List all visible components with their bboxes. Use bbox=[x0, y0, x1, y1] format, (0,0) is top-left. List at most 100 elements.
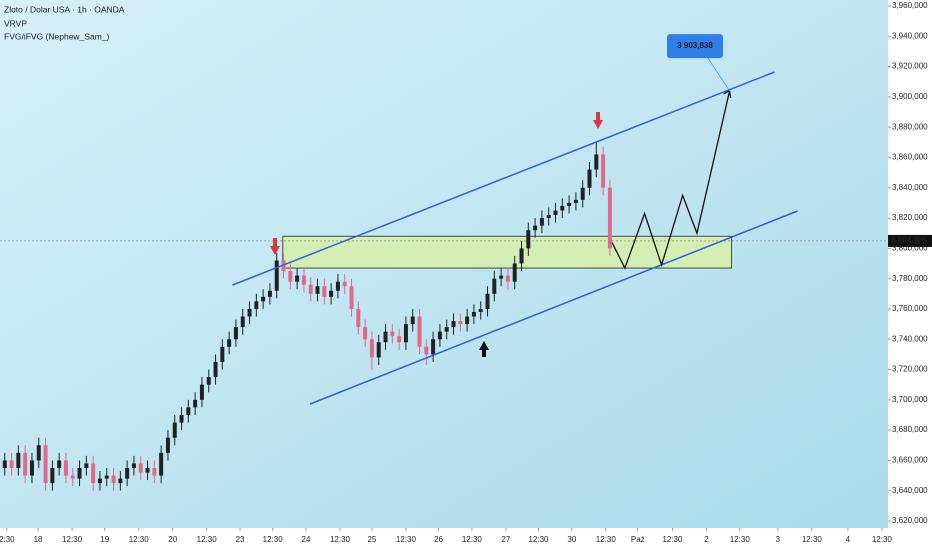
candle-body bbox=[288, 271, 293, 282]
x-tick-label: 25 bbox=[367, 535, 376, 544]
candle-body bbox=[505, 275, 510, 282]
x-tick-label: 12:30 bbox=[330, 535, 351, 544]
candle-body bbox=[410, 316, 415, 325]
candle-body bbox=[601, 154, 606, 188]
candle-body bbox=[424, 346, 429, 355]
candle-body bbox=[363, 327, 368, 340]
x-tick-label: Paź bbox=[631, 535, 645, 544]
candle-body bbox=[417, 316, 422, 347]
candle-body bbox=[125, 467, 130, 479]
candle-body bbox=[111, 475, 116, 484]
candle-body bbox=[63, 460, 68, 476]
y-tick-label: 3,800,000 bbox=[892, 243, 928, 252]
channel-line bbox=[309, 210, 798, 405]
x-tick-label: 12:30 bbox=[462, 535, 483, 544]
x-tick-label: 4 bbox=[846, 535, 851, 544]
legend: Zloto / Dolar USA · 1h · OANDA VRVP FVG/… bbox=[4, 4, 125, 41]
x-tick-label: 30 bbox=[567, 535, 576, 544]
x-tick-label: 3 bbox=[776, 535, 781, 544]
projection-path bbox=[611, 90, 731, 270]
x-tick-label: 12:30 bbox=[62, 535, 83, 544]
candle-body bbox=[342, 281, 347, 287]
channel-line bbox=[232, 71, 775, 286]
candle-body bbox=[36, 445, 41, 461]
candle-body bbox=[444, 327, 449, 332]
target-box bbox=[667, 34, 723, 59]
down-arrow bbox=[270, 238, 280, 255]
x-tick-label: 12:30 bbox=[596, 535, 617, 544]
candle-body bbox=[274, 260, 279, 291]
candle-body bbox=[451, 321, 456, 328]
x-tick-label: 12:30 bbox=[129, 535, 150, 544]
y-tick-label: 3,740,000 bbox=[892, 334, 928, 343]
x-tick-label: 20 bbox=[168, 535, 177, 544]
candle-body bbox=[281, 260, 286, 272]
candle-body bbox=[70, 475, 75, 479]
candle-body bbox=[267, 290, 272, 297]
candle-body bbox=[16, 452, 21, 468]
y-tick-label: 3,640,000 bbox=[892, 486, 928, 495]
price-axis-background bbox=[888, 0, 932, 550]
candle-body bbox=[553, 210, 558, 216]
y-tick-label: 3,660,000 bbox=[892, 456, 928, 465]
candle-body bbox=[492, 278, 497, 294]
y-tick-label: 3,860,000 bbox=[892, 153, 928, 162]
candle-body bbox=[580, 187, 585, 200]
candle-body bbox=[329, 290, 334, 297]
candle-body bbox=[233, 327, 238, 340]
candle-body bbox=[512, 263, 517, 282]
candle-body bbox=[546, 215, 551, 219]
last-price-box bbox=[888, 234, 932, 247]
candle-body bbox=[594, 154, 599, 170]
x-tick-label: 12:30 bbox=[662, 535, 683, 544]
y-tick-label: 3,900,000 bbox=[892, 92, 928, 101]
candle-body bbox=[390, 331, 395, 337]
candle-body bbox=[526, 230, 531, 249]
candle-body bbox=[607, 187, 612, 249]
candle-body bbox=[431, 339, 436, 355]
candle-body bbox=[118, 478, 123, 484]
x-tick-label: 23 bbox=[236, 535, 245, 544]
candle-body bbox=[587, 169, 592, 188]
y-tick-label: 3,940,000 bbox=[892, 31, 928, 40]
y-tick-label: 3,700,000 bbox=[892, 395, 928, 404]
x-tick-label: 12:30 bbox=[802, 535, 823, 544]
x-tick-label: 12:30 bbox=[528, 535, 549, 544]
candle-body bbox=[560, 205, 565, 211]
candle-body bbox=[159, 452, 164, 476]
candle-body bbox=[437, 331, 442, 340]
candle-body bbox=[165, 437, 170, 453]
chart-title: Zloto / Dolar USA · 1h · OANDA bbox=[4, 4, 125, 14]
candle-body bbox=[145, 467, 150, 473]
down-arrow bbox=[593, 112, 603, 129]
y-tick-label: 3,720,000 bbox=[892, 365, 928, 374]
x-tick-label: 2 bbox=[704, 535, 709, 544]
candle-body bbox=[227, 339, 232, 347]
candle-body bbox=[91, 463, 96, 484]
candle-body bbox=[43, 445, 48, 484]
y-tick-label: 3,960,000 bbox=[892, 1, 928, 10]
y-tick-label: 3,840,000 bbox=[892, 183, 928, 192]
candle-body bbox=[9, 460, 14, 468]
candle-body bbox=[349, 286, 354, 309]
candle-body bbox=[471, 311, 476, 317]
candle-body bbox=[499, 275, 504, 279]
candle-body bbox=[172, 422, 177, 438]
candle-body bbox=[57, 460, 62, 468]
candle-body bbox=[179, 414, 184, 423]
x-tick-label: 2:30 bbox=[0, 535, 15, 544]
x-tick-label: 12:30 bbox=[263, 535, 284, 544]
time-axis-background bbox=[0, 528, 888, 550]
candle-body bbox=[478, 308, 483, 312]
x-tick-label: 12:30 bbox=[197, 535, 218, 544]
candle-body bbox=[104, 475, 109, 479]
candle-body bbox=[131, 463, 136, 468]
x-tick-label: 19 bbox=[100, 535, 109, 544]
candle-body bbox=[84, 463, 89, 468]
candle-body bbox=[240, 316, 245, 328]
candle-body bbox=[247, 308, 252, 317]
candle-body bbox=[383, 331, 388, 343]
candle-body bbox=[23, 452, 28, 476]
